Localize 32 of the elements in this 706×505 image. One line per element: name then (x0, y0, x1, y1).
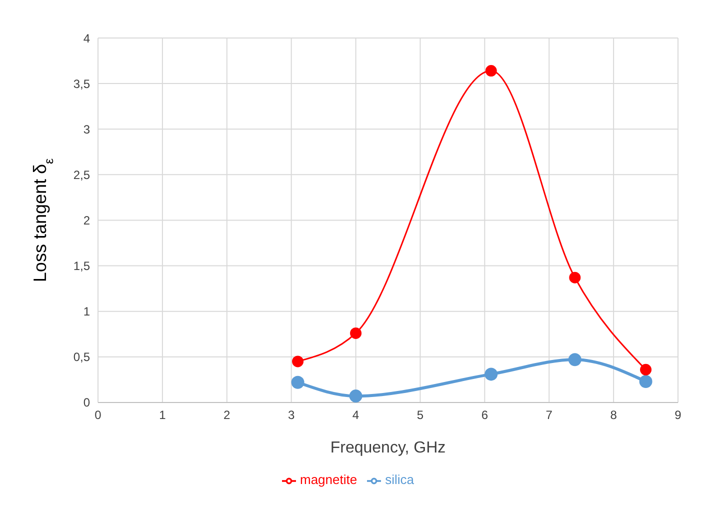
y-tick-label: 1,5 (73, 259, 90, 274)
x-tick-label: 7 (546, 408, 553, 422)
point (640, 364, 652, 376)
x-tick-label: 3 (288, 408, 295, 422)
point (484, 368, 498, 381)
point (485, 65, 497, 77)
x-tick-label: 1 (159, 408, 166, 422)
legend-label: magnetite (300, 472, 358, 488)
x-tick-label: 5 (416, 408, 424, 422)
y-tick-label: 2,5 (73, 168, 90, 182)
point (350, 327, 362, 339)
point (349, 390, 362, 402)
x-tick-label: 8 (610, 408, 618, 422)
x-tick-label: 6 (481, 408, 488, 422)
point (568, 353, 582, 366)
x-tick-label: 2 (224, 408, 231, 422)
x-tick-label: 9 (674, 408, 682, 422)
x-axis-title: Frequency, GHz (330, 439, 446, 456)
legend-label: silica (385, 472, 414, 488)
point (639, 374, 652, 388)
point (291, 376, 304, 389)
x-tick-label: 4 (352, 408, 360, 422)
x-tick-label: 0 (94, 408, 102, 422)
y-tick-label: 0 (83, 396, 90, 410)
point (292, 356, 304, 368)
y-tick-label: 3 (83, 122, 90, 136)
y-tick-label: 3,5 (73, 76, 90, 91)
y-tick-label: 4 (83, 31, 90, 46)
y-tick-label: 2 (83, 213, 90, 228)
point (569, 272, 581, 284)
y-tick-label: 0,5 (73, 350, 90, 364)
y-tick-label: 1 (83, 304, 90, 319)
